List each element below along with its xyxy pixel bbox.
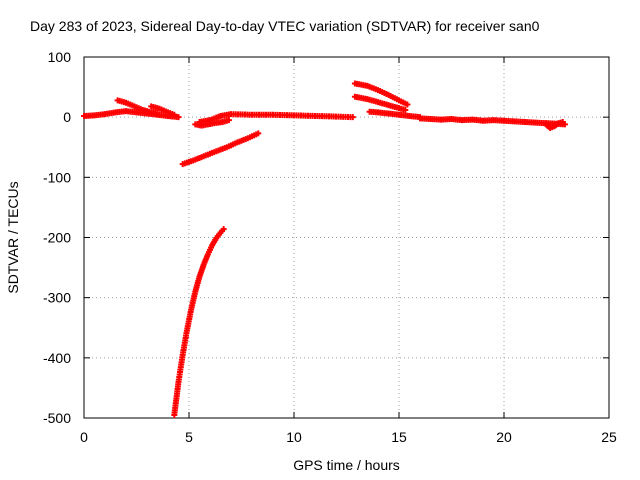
data-point <box>154 111 161 118</box>
data-point <box>171 111 178 118</box>
y-tick-label: 100 <box>48 49 72 65</box>
y-tick-label: 0 <box>63 109 71 125</box>
y-tick-label: -200 <box>43 230 71 246</box>
data-point <box>402 106 409 113</box>
x-tick-label: 25 <box>601 429 617 445</box>
series-arc-rise-1 <box>114 97 161 118</box>
data-series <box>81 80 568 418</box>
data-point <box>559 118 566 125</box>
data-point <box>220 226 227 233</box>
series-lower-arc-3 <box>366 108 423 121</box>
data-point <box>175 114 182 121</box>
axis-ticks: 0 5 10 15 20 25 100 0 -100 -200 -300 -400 -500 <box>43 49 617 445</box>
x-tick-label: 0 <box>80 429 88 445</box>
x-tick-label: 15 <box>391 429 407 445</box>
series-upper-arc-2 <box>351 93 409 113</box>
series-dip-near-6 <box>192 117 232 129</box>
x-tick-label: 10 <box>286 429 302 445</box>
data-point <box>255 130 262 137</box>
y-tick-label: -100 <box>43 169 71 185</box>
series-descending-arc <box>179 130 262 168</box>
series-arc-rise-2 <box>148 103 178 118</box>
y-tick-label: -400 <box>43 350 71 366</box>
chart-title: Day 283 of 2023, Sidereal Day-to-day VTE… <box>30 18 540 34</box>
series-late-drop <box>543 118 566 131</box>
data-point <box>404 101 411 108</box>
x-tick-label: 5 <box>185 429 193 445</box>
y-tick-label: -500 <box>43 410 71 426</box>
series-steep-arc <box>171 226 227 418</box>
data-point <box>349 114 356 121</box>
x-tick-label: 20 <box>496 429 512 445</box>
x-axis-label: GPS time / hours <box>293 457 400 473</box>
y-tick-label: -300 <box>43 290 71 306</box>
data-point <box>225 117 232 124</box>
series-upper-arc-1 <box>351 80 411 108</box>
y-axis-label: SDTVAR / TECUs <box>5 181 21 293</box>
